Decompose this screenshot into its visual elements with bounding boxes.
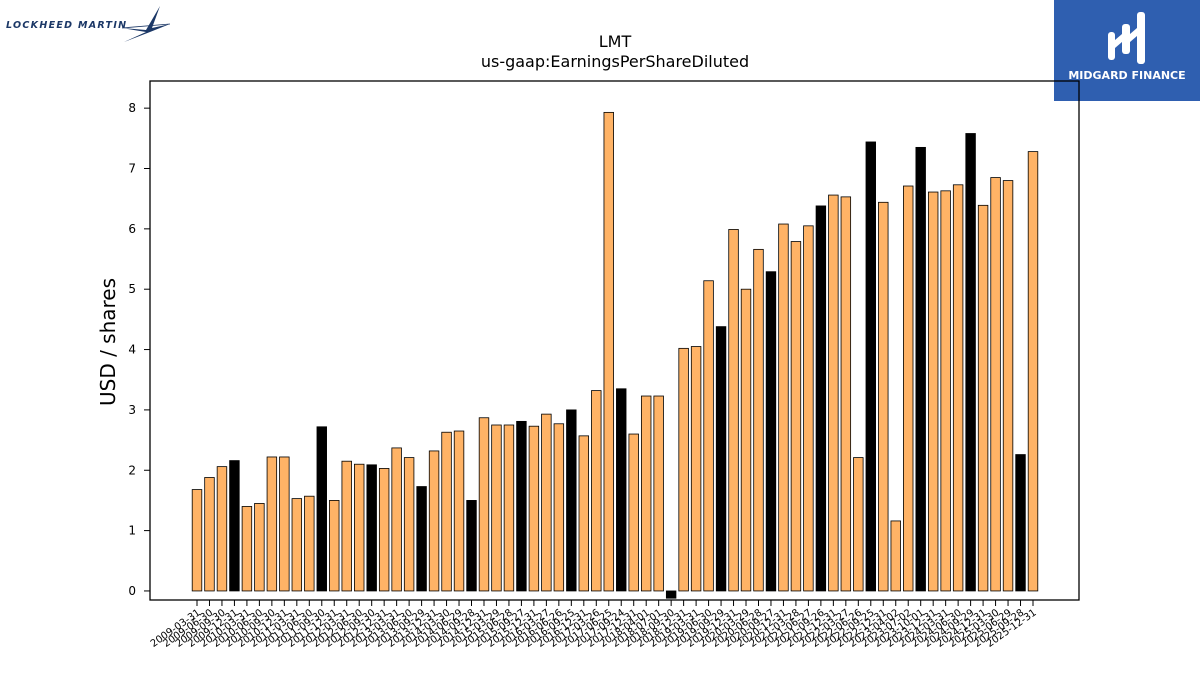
midgard-finance-logo-text: MIDGARD FINANCE: [1068, 69, 1186, 82]
bar-2012-03-31: [341, 460, 352, 592]
bar-2020-12-31: [778, 223, 789, 592]
bar-2022-06-26: [853, 457, 864, 592]
bar-2017-03-26: [591, 390, 602, 592]
bar-2024-12-31: [977, 204, 989, 592]
midgard-mark-icon: [1108, 12, 1145, 64]
bar-2010-06-30: [254, 503, 265, 592]
bar-2011-12-31: [329, 500, 340, 592]
bar-2016-12-31: [578, 435, 590, 592]
bar-2012-09-30: [366, 464, 377, 592]
bar-2025-03-30: [990, 177, 1001, 592]
y-tick-label: 7: [128, 162, 136, 176]
lockheed-martin-logo: LOCKHEED MARTIN: [4, 4, 171, 44]
bar-2011-03-31: [291, 498, 303, 592]
chart-subtitle: us-gaap:EarningsPerShareDiluted: [480, 52, 750, 71]
y-tick-label: 2: [128, 463, 136, 477]
bar-2018-12-31: [678, 347, 689, 592]
bar-2011-09-30: [316, 426, 327, 592]
bar-2015-06-28: [503, 424, 515, 592]
bars-group: [191, 111, 1039, 599]
bar-2024-03-31: [940, 190, 951, 592]
bar-2016-09-25: [566, 409, 577, 592]
bar-2019-03-31: [690, 346, 702, 592]
bar-2013-03-31: [391, 447, 402, 592]
star-icon: [121, 6, 171, 42]
bar-2010-12-31: [279, 456, 290, 592]
y-axis-label: USD / shares: [96, 278, 120, 406]
bar-2009-12-31: [229, 460, 240, 592]
bar-2009-03-31: [191, 489, 203, 592]
bar-2014-09-28: [466, 500, 477, 592]
bar-2017-06-25: [603, 111, 614, 592]
y-tick-label: 1: [128, 524, 136, 538]
bar-2018-07-01: [653, 395, 664, 592]
x-axis: 2009-03-312009-06-302009-09-302009-12-31…: [149, 600, 1039, 650]
y-tick-label: 5: [128, 282, 136, 296]
midgard-finance-logo: MIDGARD FINANCE: [1054, 0, 1200, 101]
bar-2009-06-30: [204, 477, 215, 592]
bar-2010-09-30: [266, 456, 278, 592]
bar-2013-06-30: [403, 457, 415, 592]
bar-2023-10-01: [915, 146, 926, 592]
bar-2019-06-30: [703, 280, 714, 592]
bar-2019-09-29: [715, 326, 727, 592]
y-tick-label: 4: [128, 343, 136, 357]
bar-2023-07-02: [903, 185, 914, 592]
bar-2014-03-30: [441, 431, 452, 592]
bar-2010-03-31: [241, 506, 253, 592]
plot-frame: [149, 80, 1080, 601]
bar-2016-06-26: [553, 423, 565, 592]
bar-2022-03-27: [840, 196, 852, 592]
bar-2012-06-30: [354, 463, 365, 592]
y-tick-label: 6: [128, 222, 136, 236]
bar-2021-09-26: [815, 205, 827, 592]
bar-2015-03-29: [491, 424, 502, 592]
bar-2017-12-31: [628, 433, 639, 592]
bar-2018-09-30: [665, 590, 677, 599]
chart-title: LMT: [598, 32, 632, 51]
bar-2025-06-29: [1002, 180, 1014, 592]
bar-2021-03-28: [790, 241, 802, 592]
bar-2013-09-29: [416, 486, 427, 592]
bar-2025-12-31: [1027, 151, 1039, 592]
bar-2017-09-24: [616, 388, 627, 592]
bar-2015-09-27: [516, 420, 527, 592]
bar-2024-06-30: [952, 184, 964, 592]
bar-2020-06-28: [753, 248, 764, 592]
bar-2014-06-29: [453, 430, 465, 592]
bar-2022-12-31: [878, 201, 889, 592]
lockheed-martin-logo-text: LOCKHEED MARTIN: [6, 20, 128, 31]
bar-2021-12-31: [828, 194, 839, 592]
y-axis: 0 1 2 3 4 5 6 7 8: [128, 101, 150, 598]
bar-2023-12-31: [927, 191, 939, 592]
bar-2020-03-29: [740, 288, 752, 592]
bar-2018-04-01: [640, 395, 652, 592]
bar-2025-09-28: [1015, 454, 1026, 592]
bar-2011-06-30: [304, 495, 315, 592]
bar-2019-12-31: [728, 229, 739, 592]
bar-2009-09-30: [216, 466, 228, 592]
bar-2020-09-27: [765, 271, 777, 592]
bar-2015-12-31: [528, 425, 540, 592]
bar-2016-03-27: [541, 413, 552, 592]
bar-2013-12-31: [428, 450, 440, 592]
y-tick-label: 8: [128, 101, 136, 115]
bar-2014-12-31: [478, 417, 490, 592]
y-tick-label: 3: [128, 403, 136, 417]
bar-2022-09-25: [865, 141, 876, 592]
bar-2023-04-02: [890, 520, 901, 592]
bar-2021-06-27: [803, 225, 814, 592]
bar-2012-12-31: [378, 468, 390, 592]
y-tick-label: 0: [128, 584, 136, 598]
bar-2024-09-29: [965, 133, 976, 592]
